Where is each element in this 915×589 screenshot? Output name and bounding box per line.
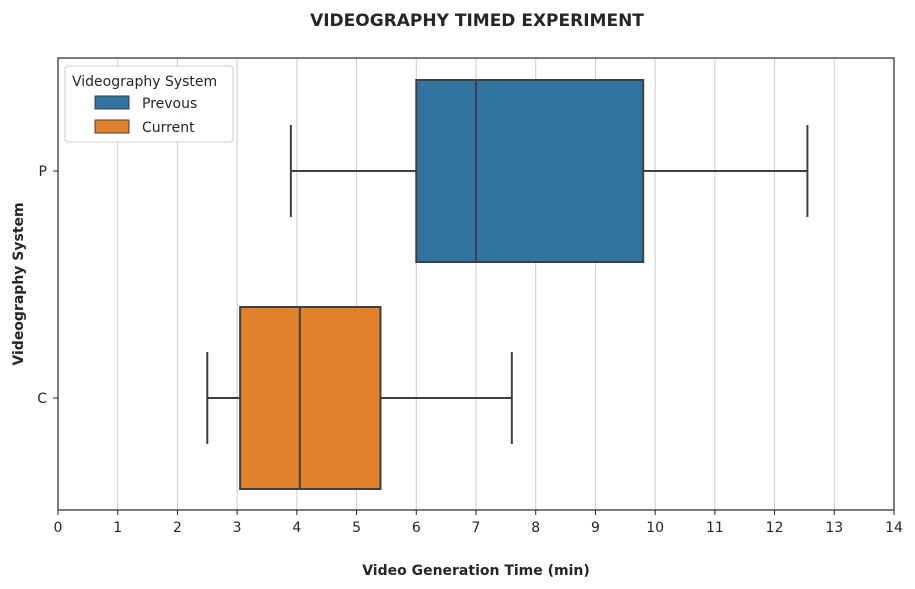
y-axis-label: Videography System (11, 202, 27, 365)
chart-title: VIDEOGRAPHY TIMED EXPERIMENT (310, 11, 644, 31)
x-ticks: 0 1 2 3 4 5 6 7 8 9 10 11 12 13 14 (54, 510, 903, 536)
x-tick-label-11: 11 (706, 520, 724, 536)
x-tick-label-10: 10 (646, 520, 664, 536)
x-tick-label-12: 12 (766, 520, 784, 536)
legend-label-C: Current (142, 120, 195, 136)
legend-swatch-P (94, 95, 130, 110)
x-tick-label-14: 14 (885, 520, 903, 536)
x-tick-label-13: 13 (825, 520, 843, 536)
x-tick-label-2: 2 (173, 520, 182, 536)
x-tick-label-3: 3 (233, 520, 242, 536)
y-ticks: PC (37, 164, 58, 407)
x-tick-label-4: 4 (292, 520, 301, 536)
box-P (289, 79, 809, 263)
y-tick-label-C: C (37, 391, 47, 407)
box-body-P (415, 79, 645, 263)
x-tick-label-9: 9 (591, 520, 600, 536)
x-tick-label-5: 5 (352, 520, 361, 536)
x-tick-label-7: 7 (472, 520, 481, 536)
legend-swatch-C (94, 119, 130, 134)
x-tick-label-6: 6 (412, 520, 421, 536)
legend: Videography System Prevous Current (64, 65, 234, 143)
x-tick-label-8: 8 (531, 520, 540, 536)
box-plots (206, 79, 809, 490)
x-tick-label-0: 0 (54, 520, 63, 536)
x-axis-label: Video Generation Time (min) (362, 563, 590, 579)
legend-title: Videography System (72, 74, 217, 90)
box-body-C (239, 306, 382, 490)
y-tick-label-P: P (39, 164, 47, 180)
x-tick-label-1: 1 (113, 520, 122, 536)
legend-label-P: Prevous (142, 96, 197, 112)
box-C (206, 306, 513, 490)
